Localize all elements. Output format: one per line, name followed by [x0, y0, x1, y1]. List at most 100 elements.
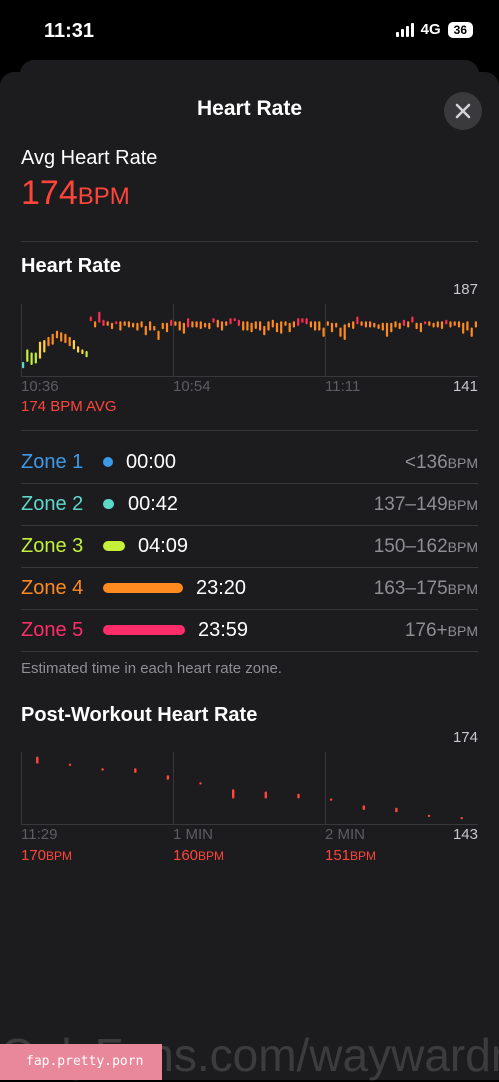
zone-bar: [103, 499, 114, 509]
divider: [21, 567, 478, 568]
divider: [21, 483, 478, 484]
zone-range: 176+BPM: [405, 620, 478, 642]
heart-rate-bar: [474, 321, 477, 328]
heart-rate-bar: [106, 321, 109, 326]
heart-rate-bar: [178, 321, 181, 331]
zone-range-unit: BPM: [447, 623, 478, 639]
heart-rate-bar: [339, 327, 342, 337]
heart-rate-bar: [326, 321, 329, 326]
heart-rate-bar: [85, 351, 88, 358]
post-workout-bar: [199, 782, 202, 785]
heart-rate-bar: [174, 321, 177, 326]
heart-rate-bar: [43, 340, 46, 353]
zone-name: Zone 3: [21, 535, 84, 557]
heart-rate-bar: [89, 316, 92, 322]
heart-rate-bar: [297, 318, 300, 326]
heart-rate-bar: [385, 322, 389, 337]
heart-rate-bar: [309, 321, 312, 328]
divider: [21, 651, 478, 652]
zone-range: 163–175BPM: [374, 578, 478, 600]
zone-time: 23:20: [196, 577, 247, 599]
zone-range-value: 150–162: [373, 536, 448, 557]
post-workout-bar: [68, 763, 72, 766]
divider: [21, 430, 478, 431]
zone-range-unit: BPM: [447, 581, 478, 597]
heart-rate-chart: [21, 304, 478, 377]
heart-rate-bar: [26, 349, 29, 362]
heart-rate-bar: [462, 322, 465, 334]
heart-rate-bar: [119, 321, 122, 331]
zone-row-1: Zone 1 00:00 <136BPM: [21, 442, 478, 482]
post-workout-bar: [395, 807, 398, 813]
post-workout-bar: [264, 791, 267, 799]
heart-rate-bar: [398, 322, 401, 330]
heart-rate-bar: [407, 321, 410, 328]
heart-rate-bar: [199, 321, 202, 329]
heart-rate-bar: [38, 341, 42, 359]
heart-rate-bar: [149, 321, 152, 331]
heart-rate-bar: [22, 361, 25, 369]
zone-range-unit: BPM: [447, 455, 478, 471]
heart-rate-bar: [161, 322, 164, 330]
heart-rate-bar: [94, 321, 97, 328]
gridline: [21, 304, 22, 376]
heart-rate-bar: [440, 321, 444, 329]
zone-range-unit: BPM: [447, 497, 478, 513]
close-button[interactable]: [444, 92, 482, 130]
heart-rate-bar: [466, 321, 469, 331]
heart-rate-bar: [369, 321, 372, 328]
heart-rate-bar: [347, 322, 350, 328]
heart-rate-bar: [352, 321, 355, 329]
heart-rate-bar: [132, 322, 135, 328]
post-workout-bar: [166, 775, 170, 780]
heart-rate-bar: [411, 316, 414, 323]
post-workout-bar: [36, 756, 39, 764]
close-icon: [455, 103, 471, 119]
heart-rate-bar: [419, 322, 422, 333]
zone-range: <136BPM: [405, 452, 478, 474]
hr-avg-label: 174 BPM AVG: [21, 398, 117, 415]
heart-rate-bar: [187, 318, 190, 328]
watermark-tag: fap.pretty.porn: [0, 1044, 162, 1080]
gridline: [173, 304, 174, 376]
heart-rate-bar: [301, 318, 304, 323]
heart-rate-bar: [381, 322, 384, 331]
zones-footnote: Estimated time in each heart rate zone.: [21, 660, 282, 677]
zone-row-3: Zone 3 04:09 150–162BPM: [21, 526, 478, 566]
heart-rate-bar: [394, 321, 397, 328]
heart-rate-bar: [233, 318, 236, 322]
zone-row-5: Zone 5 23:59 176+BPM: [21, 610, 478, 650]
zone-row-2: Zone 2 00:42 137–149BPM: [21, 484, 478, 524]
zone-name: Zone 2: [21, 493, 84, 515]
zone-bar: [103, 583, 183, 593]
heart-rate-bar: [428, 321, 431, 326]
heart-rate-bar: [356, 316, 359, 325]
battery-icon: 36: [447, 21, 473, 38]
avg-heart-rate-label: Avg Heart Rate: [21, 147, 158, 169]
heart-rate-bar: [68, 336, 71, 347]
post-workout-bar: [134, 768, 137, 773]
pw-reading-value: 151: [325, 847, 351, 864]
hr-y-min: 141: [452, 378, 478, 395]
heart-rate-bar: [415, 322, 418, 330]
heart-rate-bar: [424, 321, 427, 325]
heart-rate-bar: [72, 340, 75, 350]
heart-rate-bar: [280, 321, 283, 334]
heart-rate-bar: [330, 322, 334, 333]
heart-rate-bar: [271, 319, 274, 328]
heart-rate-bar: [292, 321, 295, 328]
post-workout-bar: [329, 798, 333, 801]
zone-bar: [103, 625, 185, 635]
heart-rate-bar: [246, 321, 249, 331]
zone-range-value: 137–149: [373, 494, 448, 515]
pw-reading-1: 170BPM: [21, 847, 72, 864]
heart-rate-bar: [288, 322, 291, 333]
heart-rate-bar: [153, 325, 156, 331]
heart-rate-bar: [47, 336, 50, 347]
zone-time: 23:59: [198, 619, 249, 641]
zone-name: Zone 4: [21, 577, 84, 599]
zone-name: Zone 5: [21, 619, 84, 641]
heart-rate-bar: [453, 321, 456, 326]
heart-rate-bar: [208, 322, 211, 330]
heart-rate-bar: [373, 322, 376, 328]
